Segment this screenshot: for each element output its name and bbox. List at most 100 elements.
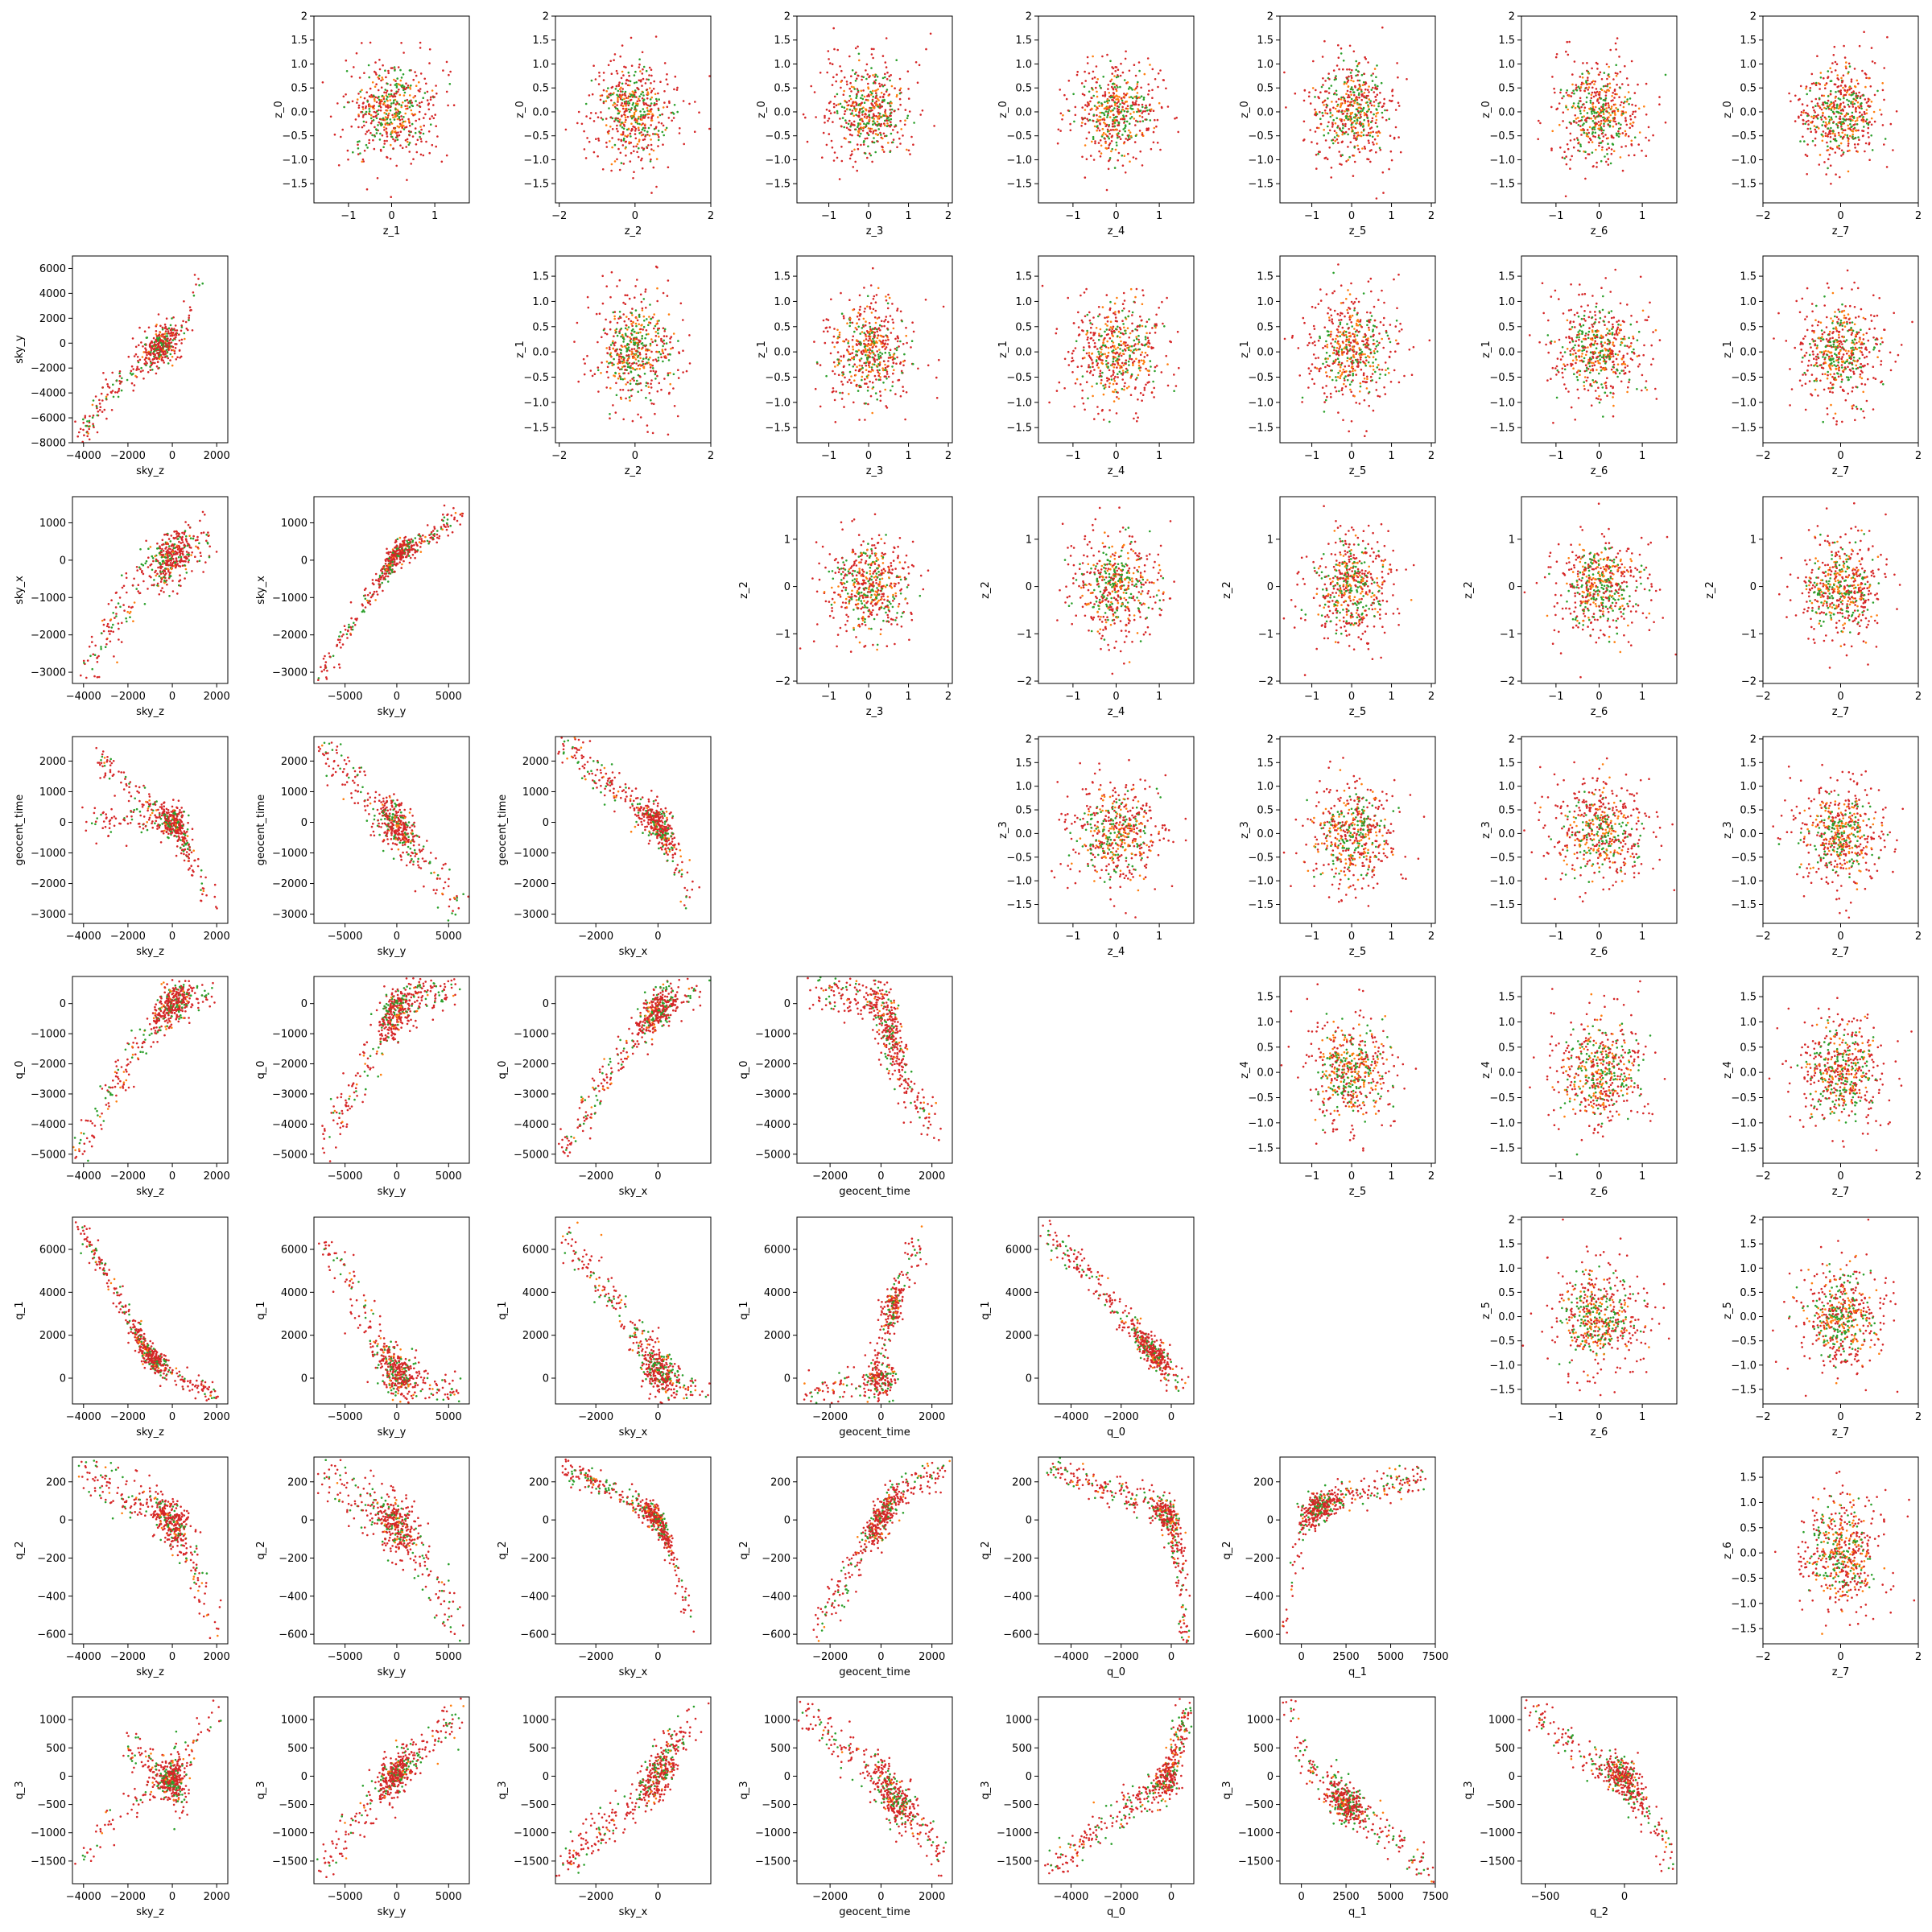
scatter-point xyxy=(138,567,141,569)
scatter-point xyxy=(163,576,166,578)
scatter-points xyxy=(317,505,464,681)
scatter-point xyxy=(147,566,150,568)
scatter-point xyxy=(118,622,120,625)
scatter-point xyxy=(180,330,183,332)
scatter-point xyxy=(168,547,171,550)
y-axis-label: sky_y xyxy=(14,335,26,364)
scatter-point xyxy=(145,540,147,543)
scatter-point xyxy=(184,332,186,335)
y-tick-label: −3000 xyxy=(31,667,66,679)
scatter-point xyxy=(170,551,172,554)
scatter-point xyxy=(184,530,187,532)
scatter-point xyxy=(161,345,163,347)
scatter-point xyxy=(147,547,150,550)
scatter-point xyxy=(135,353,138,356)
scatter-point xyxy=(200,551,202,554)
scatter-point xyxy=(166,317,168,320)
scatter-point xyxy=(118,372,121,374)
scatter-point xyxy=(170,324,172,327)
scatter-point xyxy=(155,373,158,375)
scatter-point xyxy=(171,339,174,341)
scatter-point xyxy=(184,560,187,563)
scatter-point xyxy=(163,560,165,563)
scatter-point xyxy=(176,546,179,548)
scatter-point xyxy=(165,330,167,332)
scatter-point xyxy=(132,337,134,340)
scatter-point xyxy=(121,641,123,643)
scatter-point xyxy=(119,382,122,385)
scatter-point xyxy=(159,576,161,578)
scatter-point xyxy=(163,340,165,342)
scatter-point xyxy=(216,551,218,553)
scatter-point xyxy=(169,359,171,361)
scatter-point xyxy=(156,584,159,587)
scatter-point xyxy=(186,572,188,574)
scatter-point xyxy=(185,555,188,558)
scatter-point xyxy=(188,554,191,556)
scatter-point xyxy=(427,524,429,526)
scatter-point xyxy=(171,543,174,546)
scatter-point xyxy=(190,547,192,549)
scatter-point xyxy=(86,420,89,423)
scatter-point xyxy=(89,415,91,418)
scatter-point xyxy=(178,545,180,547)
scatter-point xyxy=(151,564,153,566)
scatter-point xyxy=(142,564,145,567)
scatter-point xyxy=(132,368,134,370)
scatter-point xyxy=(194,274,196,276)
scatter-point xyxy=(167,345,170,348)
scatter-point xyxy=(123,585,126,588)
scatter-point xyxy=(144,330,147,332)
scatter-point xyxy=(116,662,118,664)
scatter-point xyxy=(398,561,401,564)
scatter-point xyxy=(147,588,149,590)
scatter-point xyxy=(138,584,140,586)
scatter-point xyxy=(164,332,167,335)
scatter-point xyxy=(142,580,145,583)
scatter-point xyxy=(103,630,105,633)
scatter-point xyxy=(178,556,180,559)
scatter-point xyxy=(93,675,96,678)
scatter-point xyxy=(146,354,148,357)
scatter-point xyxy=(171,562,174,564)
scatter-point xyxy=(133,578,135,580)
scatter-point xyxy=(350,634,353,636)
scatter-point xyxy=(182,552,184,555)
scatter-point xyxy=(179,340,181,342)
scatter-point xyxy=(93,654,95,656)
scatter-point xyxy=(372,579,374,581)
scatter-point xyxy=(109,386,111,389)
scatter-point xyxy=(175,347,177,349)
scatter-point xyxy=(180,585,182,588)
scatter-point xyxy=(91,636,93,638)
scatter-point xyxy=(136,569,138,572)
scatter-point xyxy=(139,548,142,551)
scatter-point xyxy=(94,645,97,647)
scatter-point xyxy=(207,531,209,534)
scatter-point xyxy=(115,613,118,615)
scatter-point xyxy=(195,539,197,542)
x-tick-label: 2000 xyxy=(204,450,230,462)
scatter-point xyxy=(160,590,163,592)
scatter-point xyxy=(176,357,179,359)
axes-frame xyxy=(72,256,228,443)
scatter-point xyxy=(189,309,192,312)
scatter-point xyxy=(163,336,166,338)
scatter-point xyxy=(89,646,91,648)
scatter-point xyxy=(205,540,208,543)
scatter-point xyxy=(172,590,175,592)
scatter-point xyxy=(118,638,120,641)
scatter-point xyxy=(195,546,197,548)
scatter-point xyxy=(163,534,166,536)
scatter-point xyxy=(121,574,123,576)
scatter-point xyxy=(85,415,87,417)
scatter-point xyxy=(132,584,134,587)
scatter-point xyxy=(181,532,184,535)
scatter-point xyxy=(91,668,93,671)
scatter-point xyxy=(110,599,113,601)
scatter-point xyxy=(164,556,167,559)
scatter-point xyxy=(148,327,151,329)
scatter-point xyxy=(159,356,161,358)
scatter-point xyxy=(157,567,159,569)
scatter-point xyxy=(96,406,98,408)
